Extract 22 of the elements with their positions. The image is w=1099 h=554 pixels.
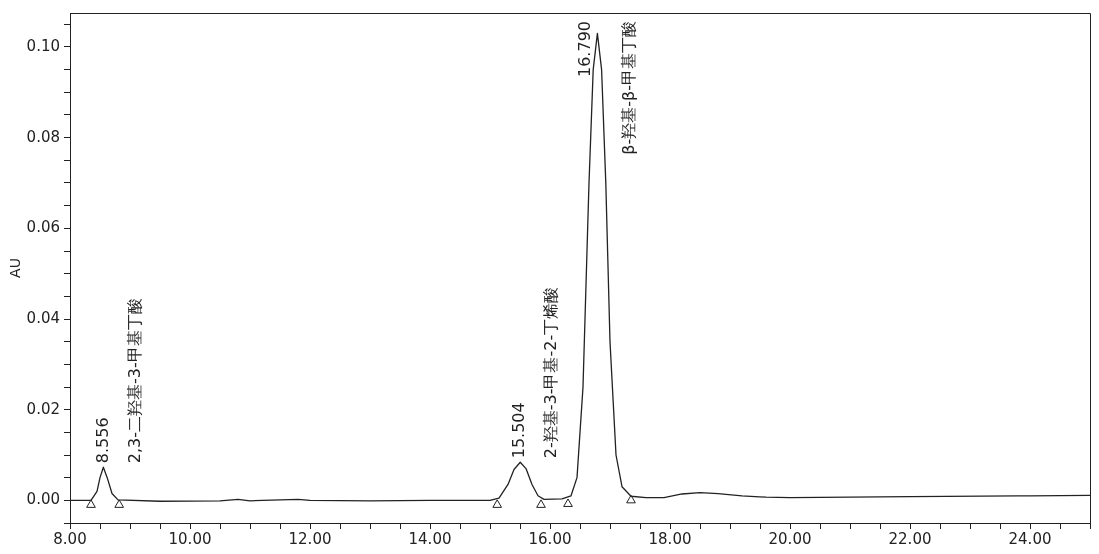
annotation: 8.556	[92, 417, 112, 464]
annotation: 2-羟基-3-甲基-2-丁烯酸	[541, 286, 561, 459]
annotation: 16.790	[574, 21, 594, 77]
x-tick-label: 8.00	[53, 529, 87, 548]
annotation: β-羟基-β-甲基丁酸	[618, 20, 638, 155]
y-tick-label: 0.04	[26, 308, 60, 327]
x-tick-label: 18.00	[648, 529, 692, 548]
x-tick-label: 12.00	[288, 529, 332, 548]
y-axis-title: AU	[7, 258, 24, 278]
x-tick-label: 16.00	[528, 529, 572, 548]
y-tick-label: 0.00	[26, 490, 60, 509]
annotation: 15.504	[509, 402, 529, 459]
y-tick-label: 0.08	[26, 127, 60, 146]
y-tick-label: 0.02	[26, 399, 60, 418]
x-tick-label: 22.00	[888, 529, 932, 548]
x-tick-label: 14.00	[408, 529, 452, 548]
y-tick-label: 0.10	[26, 36, 60, 55]
x-tick-label: 20.00	[768, 529, 812, 548]
x-tick-label: 24.00	[1008, 529, 1052, 548]
annotation: 2,3-二羟基-3-甲基丁酸	[124, 298, 144, 464]
y-tick-label: 0.06	[26, 218, 60, 237]
x-tick-label: 10.00	[168, 529, 212, 548]
